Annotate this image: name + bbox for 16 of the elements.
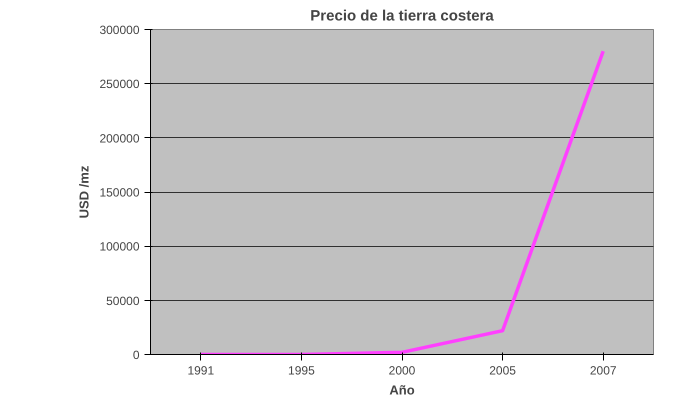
x-axis-title: Año [389, 382, 415, 398]
chart-title: Precio de la tierra costera [310, 8, 494, 24]
x-tick-label: 2007 [590, 364, 617, 378]
x-tick-label: 2005 [489, 364, 516, 378]
y-tick-label: 0 [132, 348, 140, 362]
y-tick-label: 200000 [99, 131, 140, 146]
x-tick-label: 1995 [288, 364, 316, 378]
line-series [199, 49, 605, 354]
y-tick-label: 150000 [99, 186, 140, 200]
y-tick-label: 100000 [99, 240, 140, 254]
x-tick-label: 1991 [187, 364, 214, 378]
y-tick-label: 300000 [99, 23, 140, 37]
y-axis-title: USD /mz [76, 165, 92, 218]
x-tick-label: 2000 [388, 364, 416, 378]
y-tick-label: 50000 [106, 294, 140, 308]
y-tick-label: 250000 [99, 77, 140, 92]
